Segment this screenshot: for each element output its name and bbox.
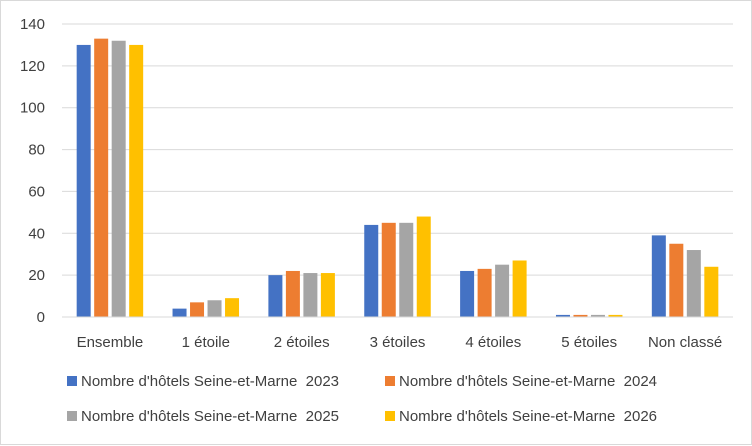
bar-series-2-cat-0 xyxy=(111,40,126,317)
legend-label: Nombre d'hôtels Seine-et-Marne 2025 xyxy=(81,408,339,425)
legend-label: Nombre d'hôtels Seine-et-Marne 2026 xyxy=(399,408,657,425)
bar-series-3-cat-4 xyxy=(512,260,527,317)
bar-series-0-cat-0 xyxy=(76,44,91,318)
legend-swatch xyxy=(385,411,395,421)
legend-item-2: Nombre d'hôtels Seine-et-Marne 2025 xyxy=(67,408,339,425)
legend-item-0: Nombre d'hôtels Seine-et-Marne 2023 xyxy=(67,373,339,390)
bar-series-0-cat-5 xyxy=(555,314,570,317)
y-tick-label: 40 xyxy=(28,225,45,242)
legend-swatch xyxy=(67,376,77,386)
legend-label: Nombre d'hôtels Seine-et-Marne 2024 xyxy=(399,373,657,390)
bar-series-2-cat-6 xyxy=(686,250,701,317)
x-category-label: 2 étoiles xyxy=(274,334,330,351)
legend-item-3: Nombre d'hôtels Seine-et-Marne 2026 xyxy=(385,408,657,425)
bar-series-0-cat-2 xyxy=(268,275,283,317)
y-tick-label: 140 xyxy=(20,16,45,33)
x-category-label: Ensemble xyxy=(77,334,144,351)
bar-series-3-cat-3 xyxy=(416,216,431,317)
bar-series-0-cat-1 xyxy=(172,308,187,317)
legend-item-1: Nombre d'hôtels Seine-et-Marne 2024 xyxy=(385,373,657,390)
bar-series-3-cat-1 xyxy=(225,298,240,317)
y-tick-label: 20 xyxy=(28,267,45,284)
y-tick-label: 80 xyxy=(28,142,45,159)
bar-series-2-cat-1 xyxy=(207,300,222,317)
y-tick-label: 0 xyxy=(37,309,45,326)
bar-series-0-cat-3 xyxy=(364,224,379,317)
bar-series-1-cat-3 xyxy=(381,222,396,317)
bar-series-1-cat-2 xyxy=(285,270,300,317)
bar-series-2-cat-4 xyxy=(495,264,510,317)
x-category-label: 5 étoiles xyxy=(561,334,617,351)
y-tick-label: 100 xyxy=(20,100,45,117)
bar-series-3-cat-0 xyxy=(129,44,144,318)
legend: Nombre d'hôtels Seine-et-Marne 2023 Nombr… xyxy=(67,373,657,425)
bar-series-3-cat-6 xyxy=(704,266,719,317)
y-tick-label: 120 xyxy=(20,58,45,75)
x-axis-category-labels: Ensemble 1 étoile 2 étoiles 3 étoiles 4 étoi… xyxy=(77,334,723,351)
x-category-label: Non classé xyxy=(648,334,722,351)
x-category-label: 1 étoile xyxy=(182,334,230,351)
legend-label: Nombre d'hôtels Seine-et-Marne 2023 xyxy=(81,373,339,390)
bar-series-1-cat-0 xyxy=(94,38,109,318)
bar-series-1-cat-4 xyxy=(477,268,492,317)
x-category-label: 3 étoiles xyxy=(370,334,426,351)
bar-series-2-cat-5 xyxy=(590,314,605,317)
bar-series-3-cat-2 xyxy=(320,273,335,317)
bar-series-2-cat-3 xyxy=(399,222,414,317)
bar-series-0-cat-6 xyxy=(651,235,666,317)
legend-swatch xyxy=(67,411,77,421)
bar-series-1-cat-6 xyxy=(669,243,684,317)
gridlines xyxy=(62,23,733,276)
bar-series-1-cat-5 xyxy=(573,314,588,317)
bar-series-1-cat-1 xyxy=(190,302,205,317)
bar-series-3-cat-5 xyxy=(608,314,623,317)
bar-series-0-cat-4 xyxy=(460,270,475,317)
x-category-label: 4 étoiles xyxy=(465,334,521,351)
y-tick-label: 60 xyxy=(28,183,45,200)
bars xyxy=(76,38,719,318)
legend-swatch xyxy=(385,376,395,386)
bar-series-2-cat-2 xyxy=(303,273,318,317)
y-axis-tick-labels: 0 20 40 60 80 100 120 140 xyxy=(20,16,45,326)
